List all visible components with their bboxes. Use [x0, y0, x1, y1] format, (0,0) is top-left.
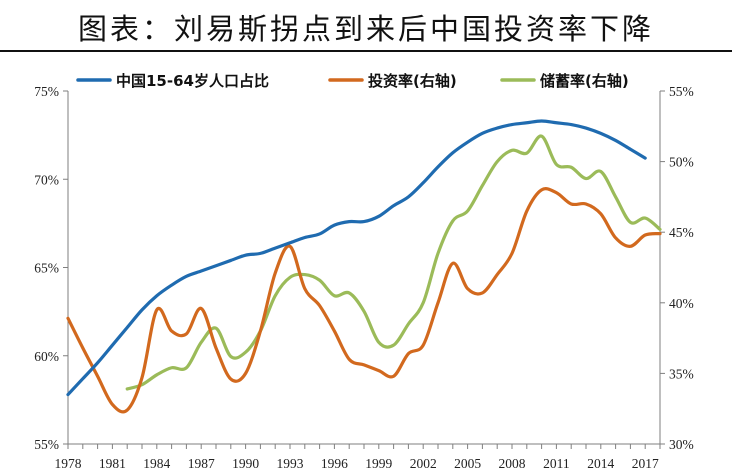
x-tick-label: 1984: [143, 456, 170, 471]
right-y-tick-label: 55%: [669, 84, 694, 99]
x-tick-label: 2005: [454, 456, 481, 471]
series-line-2: [125, 134, 662, 391]
x-tick-label: 1987: [188, 456, 215, 471]
x-tick-label: 2008: [499, 456, 526, 471]
legend: 中国15-64岁人口占比 投资率(右轴) 储蓄率(右轴): [76, 72, 629, 90]
axes: 55% 60% 65% 70% 75% 30% 35% 40% 45% 50% 55% 1978 198…: [34, 84, 694, 471]
left-y-tick-label: 70%: [34, 172, 59, 187]
legend-label: 中国15-64岁人口占比: [116, 72, 269, 90]
left-y-tick-label: 75%: [34, 84, 59, 99]
left-y-tick-label: 55%: [34, 437, 59, 452]
series-layer: [66, 119, 662, 414]
x-tick-label: 1999: [365, 456, 392, 471]
x-tick-label: 1981: [99, 456, 126, 471]
right-y-tick-label: 35%: [669, 366, 694, 381]
x-tick-label: 2011: [543, 456, 570, 471]
x-tick-label: 1996: [321, 456, 348, 471]
chart-title: 图表：刘易斯拐点到来后中国投资率下降: [77, 12, 654, 46]
right-y-tick-label: 30%: [669, 437, 694, 452]
x-tick-label: 1978: [55, 456, 82, 471]
series-line-0: [66, 119, 647, 397]
x-tick-label: 1990: [232, 456, 259, 471]
right-y-tick-label: 40%: [669, 296, 694, 311]
x-tick-label: 1993: [277, 456, 304, 471]
legend-label: 投资率(右轴): [368, 72, 457, 90]
x-tick-label: 2017: [632, 456, 659, 471]
right-y-tick-label: 50%: [669, 155, 694, 170]
left-y-tick-label: 65%: [34, 261, 59, 276]
right-y-tick-label: 45%: [669, 225, 694, 240]
title-divider: [0, 50, 732, 52]
x-tick-label: 2014: [587, 456, 614, 471]
legend-label: 储蓄率(右轴): [540, 72, 629, 90]
x-tick-label: 2002: [410, 456, 437, 471]
series-line-1: [66, 187, 662, 414]
left-y-tick-label: 60%: [34, 349, 59, 364]
